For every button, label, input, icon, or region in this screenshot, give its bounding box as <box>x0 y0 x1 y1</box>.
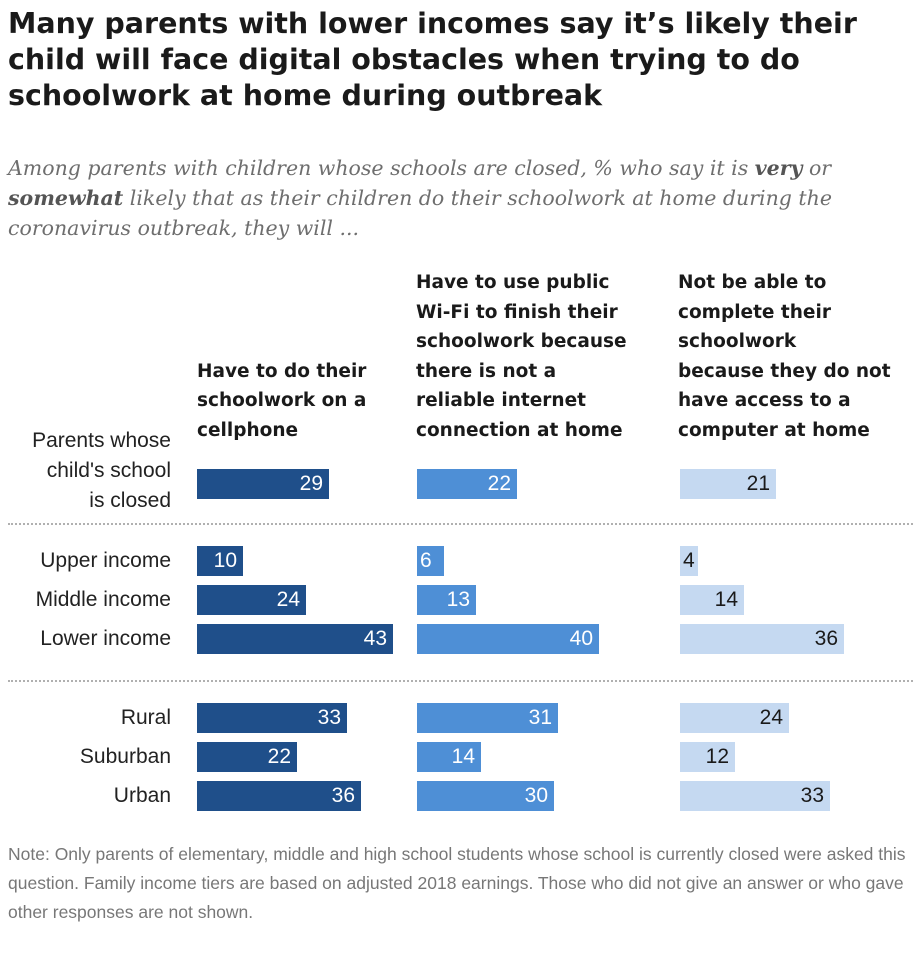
bar-no-computer <box>680 624 844 654</box>
chart-note: Note: Only parents of elementary, middle… <box>8 844 906 922</box>
group-divider <box>8 523 913 525</box>
group-divider <box>8 680 913 682</box>
data-label: 13 <box>446 588 470 611</box>
bar-public-wifi <box>417 742 481 772</box>
chart-subtitle: Among parents with children whose school… <box>8 156 832 240</box>
bar-no-computer <box>680 781 830 811</box>
bar-public-wifi <box>417 546 444 576</box>
data-label: 14 <box>714 588 738 611</box>
column-header-no-computer: Not be able to complete their schoolwork… <box>678 272 891 441</box>
data-label: 4 <box>683 549 695 572</box>
data-label: 40 <box>569 627 593 650</box>
data-label: 36 <box>814 627 838 650</box>
row-label: Lower income <box>40 627 171 650</box>
bar-cellphone <box>197 781 361 811</box>
row-label: Parents whose child's school is closed <box>32 429 171 512</box>
bar-cellphone <box>197 585 306 615</box>
data-label: 14 <box>451 745 475 768</box>
bar-public-wifi <box>417 585 476 615</box>
row-label: Upper income <box>40 549 171 572</box>
bar-no-computer <box>680 585 744 615</box>
row-label: Middle income <box>35 588 171 611</box>
data-label: 30 <box>524 784 548 807</box>
bar-no-computer <box>680 703 789 733</box>
data-label: 29 <box>299 472 323 495</box>
data-label: 21 <box>746 472 770 495</box>
bar-public-wifi <box>417 703 558 733</box>
data-label: 6 <box>420 549 432 572</box>
bar-cellphone <box>197 703 347 733</box>
bar-cellphone <box>197 469 329 499</box>
bar-cellphone <box>197 624 393 654</box>
data-label: 10 <box>213 549 237 572</box>
bar-cellphone <box>197 742 297 772</box>
bar-cellphone <box>197 546 243 576</box>
data-label: 12 <box>705 745 729 768</box>
column-header-cellphone: Have to do their schoolwork on a cellpho… <box>197 360 367 441</box>
data-label: 43 <box>363 627 387 650</box>
data-label: 24 <box>759 706 783 729</box>
bar-public-wifi <box>417 469 517 499</box>
column-header-public-wifi: Have to use public Wi-Fi to finish their… <box>416 272 627 441</box>
data-label: 22 <box>267 745 291 768</box>
row-label: Rural <box>120 706 171 729</box>
data-label: 33 <box>317 706 341 729</box>
bar-no-computer <box>680 546 698 576</box>
bar-no-computer <box>680 469 776 499</box>
bar-public-wifi <box>417 624 599 654</box>
data-label: 31 <box>528 706 552 729</box>
chart-title: Many parents with lower incomes say it’s… <box>8 7 857 112</box>
bar-public-wifi <box>417 781 554 811</box>
row-label: Suburban <box>79 745 171 768</box>
bar-no-computer <box>680 742 735 772</box>
data-label: 22 <box>487 472 511 495</box>
data-label: 24 <box>276 588 300 611</box>
row-label: Urban <box>113 784 171 807</box>
data-label: 36 <box>331 784 355 807</box>
data-label: 33 <box>800 784 824 807</box>
